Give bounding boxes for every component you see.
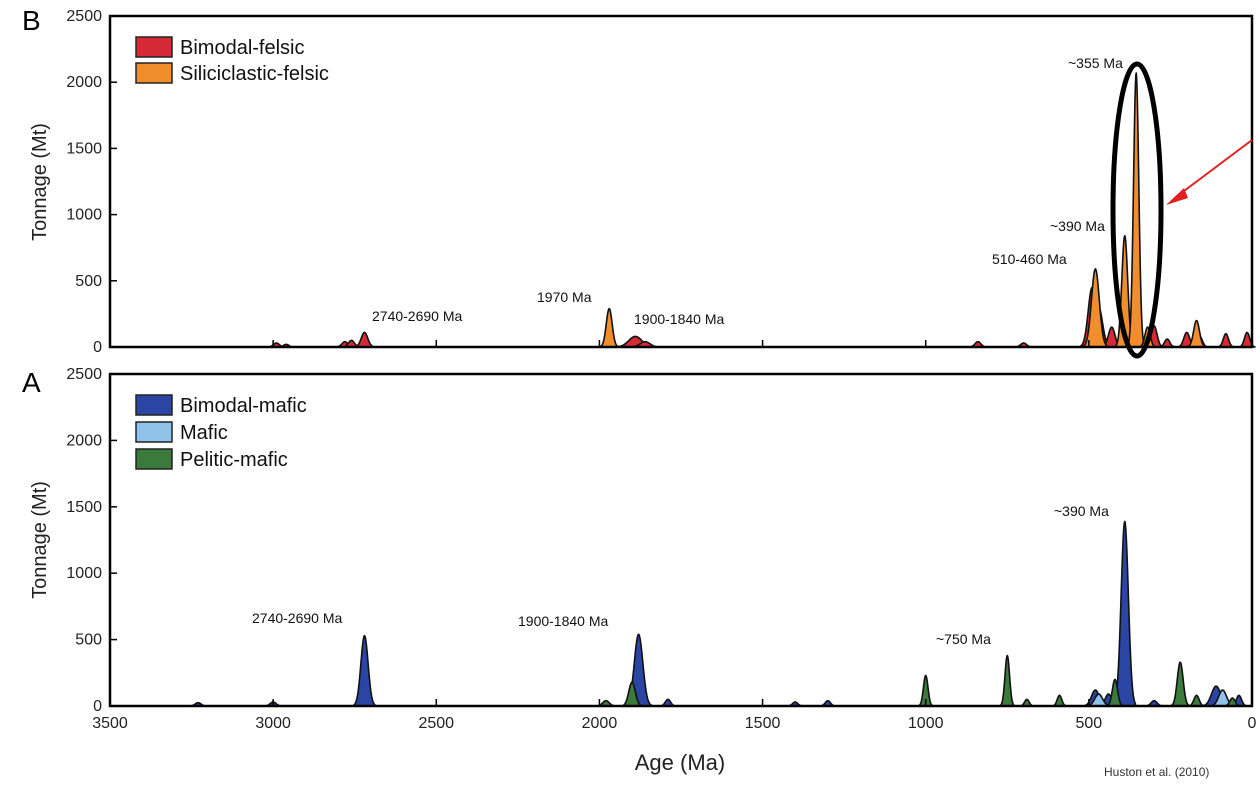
panel-b-y-axis-label: Tonnage (Mt)	[29, 123, 51, 241]
x-axis-label: Age (Ma)	[635, 750, 725, 775]
panel-a-axis-ticks: 0 500 1000 1500 2000 2500 3500 3000 2500 2000 1500…	[66, 366, 1256, 732]
panel-a-peak-pelitic-mafic-170	[1187, 694, 1206, 707]
annotation-b-355-ma: ~355 Ma	[1068, 55, 1123, 71]
legend-label-mafic: Mafic	[180, 422, 228, 444]
panel-a-x-tick-label-0: 0	[1248, 715, 1256, 732]
panel-b-y-tick-label-2500: 2500	[66, 8, 102, 25]
panel-a-letter: A	[22, 367, 41, 398]
panel-a-peak-bimodal-mafic-390	[1113, 520, 1137, 707]
legend-label-bimodal-felsic: Bimodal-felsic	[180, 37, 304, 59]
panel-b-peak-siliciclastic-felsic-480	[1082, 268, 1108, 348]
legend-swatch-bimodal-felsic	[135, 36, 173, 58]
panel-a-x-tick-label-1000: 1000	[908, 715, 944, 732]
annotation-a-390-ma: ~390 Ma	[1054, 503, 1109, 519]
panel-a-x-tick-label-3000: 3000	[255, 715, 291, 732]
panel-a-x-tick-label-1500: 1500	[745, 715, 781, 732]
annotation-a-750-ma: ~750 Ma	[936, 631, 991, 647]
panel-b-frame	[108, 14, 1254, 349]
panel-a-frame	[108, 372, 1254, 708]
panel-a-y-tick-label-2500: 2500	[66, 366, 102, 383]
legend-label-siliciclastic-felsic: Siliciclastic-felsic	[180, 63, 329, 85]
source-credit: Huston et al. (2010)	[1104, 765, 1209, 779]
panel-a-peak-pelitic-mafic-220	[1170, 661, 1190, 707]
panel-b-y-tick-label-1000: 1000	[66, 207, 102, 224]
panel-a-peak-bimodal-mafic-2720	[352, 634, 377, 707]
legend-swatch-mafic	[135, 421, 173, 443]
panel-a-y-tick-label-500: 500	[75, 632, 102, 649]
panel-a-x-tick-label-3500: 3500	[92, 715, 128, 732]
panel-b-peak-bimodal-felsic-80	[1217, 332, 1235, 348]
panel-b-peak-siliciclastic-felsic-1970	[599, 307, 619, 348]
annotation-b-1970-ma: 1970 Ma	[537, 289, 592, 305]
panel-a-y-tick-label-0: 0	[93, 698, 102, 715]
panel-a-y-tick-label-1500: 1500	[66, 499, 102, 516]
panel-b-peak-siliciclastic-felsic-170	[1186, 319, 1207, 348]
panel-a-x-tick-label-2500: 2500	[418, 715, 454, 732]
panel-a-series-layer	[188, 520, 1248, 707]
panel-b-y-tick-label-1500: 1500	[66, 140, 102, 157]
annotation-a-2740-2690-ma: 2740-2690 Ma	[252, 610, 343, 626]
highlight-ellipse	[1110, 61, 1164, 359]
panel-a-legend: Bimodal-mafic Mafic Pelitic-mafic	[135, 394, 307, 471]
annotation-a-1900-1840-ma: 1900-1840 Ma	[518, 613, 609, 629]
panel-b-letter: B	[22, 5, 41, 36]
panel-b-legend: Bimodal-felsic Siliciclastic-felsic	[135, 36, 329, 85]
panel-a-peak-pelitic-mafic-420	[1106, 678, 1124, 707]
panel-a-peak-pelitic-mafic-1900	[621, 681, 643, 707]
annotation-b-510-460-ma: 510-460 Ma	[992, 251, 1067, 267]
annotation-b-1900-1840-ma: 1900-1840 Ma	[634, 311, 725, 327]
annotation-b-2740-2690-ma: 2740-2690 Ma	[372, 308, 463, 324]
highlight-arrow	[1166, 139, 1253, 205]
legend-swatch-siliciclastic-felsic	[135, 62, 173, 84]
annotation-b-390-ma: ~390 Ma	[1050, 218, 1105, 234]
legend-swatch-bimodal-mafic	[135, 394, 173, 416]
panel-b-peak-siliciclastic-felsic-355	[1127, 72, 1145, 348]
panel-a-y-tick-label-1000: 1000	[66, 565, 102, 582]
panel-b-axis-ticks: 0 500 1000 1500 2000 2500	[66, 8, 1253, 356]
panel-b-y-tick-label-0: 0	[93, 339, 102, 356]
panel-b-y-tick-label-2000: 2000	[66, 74, 102, 91]
panel-a-y-axis-label: Tonnage (Mt)	[29, 481, 51, 599]
legend-swatch-pelitic-mafic	[135, 448, 173, 470]
panel-a-peak-pelitic-mafic-590	[1051, 694, 1068, 707]
panel-a-peak-pelitic-mafic-750	[999, 654, 1015, 707]
panel-a-x-tick-label-2000: 2000	[582, 715, 618, 732]
panel-a-peak-pelitic-mafic-1000	[918, 674, 934, 707]
legend-label-pelitic-mafic: Pelitic-mafic	[180, 449, 288, 471]
panel-a-x-tick-label-500: 500	[1076, 715, 1103, 732]
panel-a-y-tick-label-2000: 2000	[66, 432, 102, 449]
panel-b-peak-bimodal-felsic-2720	[353, 331, 376, 348]
legend-label-bimodal-mafic: Bimodal-mafic	[180, 395, 307, 417]
panel-b-y-tick-label-500: 500	[75, 273, 102, 290]
panel-b-series-layer	[266, 72, 1256, 348]
